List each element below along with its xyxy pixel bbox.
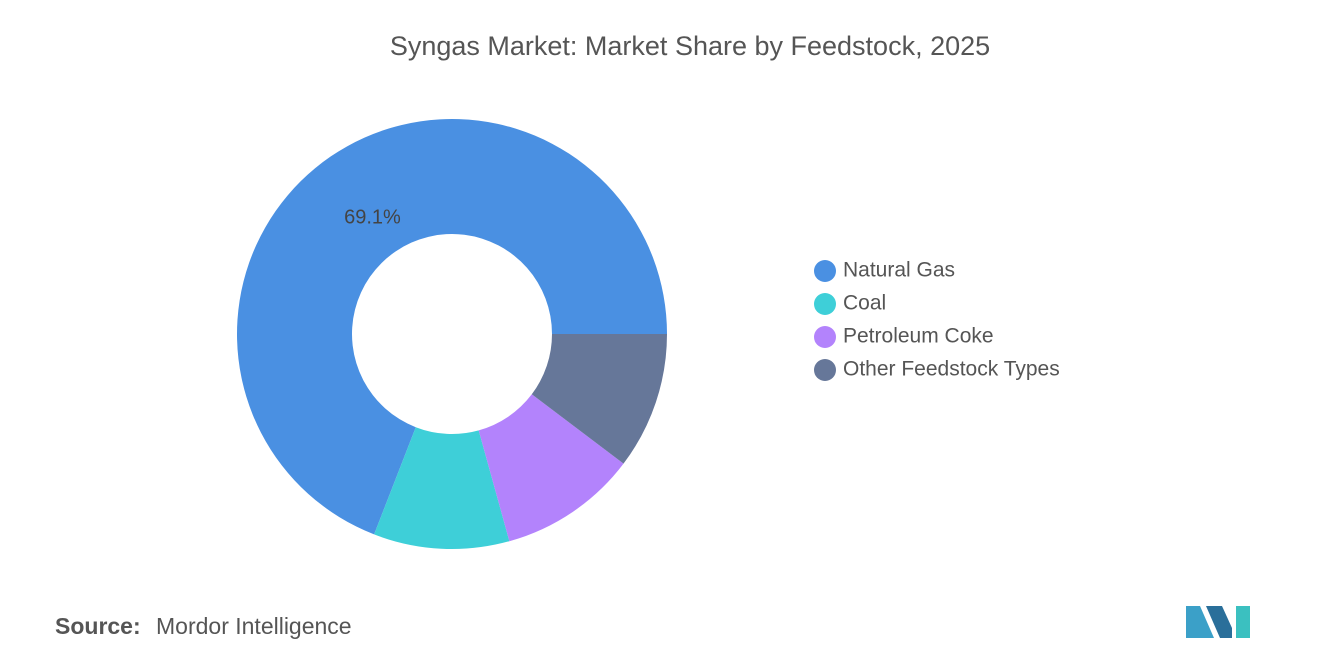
donut-slice — [374, 427, 510, 549]
legend-marker — [814, 293, 836, 315]
donut-slice — [478, 394, 624, 542]
logo-part — [1186, 606, 1214, 638]
legend-label: Coal — [843, 292, 886, 315]
legend-marker — [814, 359, 836, 381]
legend-label: Petroleum Coke — [843, 325, 994, 348]
logo-part — [1206, 606, 1232, 638]
legend-label: Natural Gas — [843, 259, 955, 282]
logo — [1186, 606, 1250, 638]
data-label: 69.1% — [344, 206, 401, 228]
legend-label: Other Feedstock Types — [843, 358, 1060, 381]
chart-title: Syngas Market: Market Share by Feedstock… — [390, 31, 990, 61]
source-label: Source: — [55, 613, 141, 639]
legend-marker — [814, 260, 836, 282]
legend-marker — [814, 326, 836, 348]
donut-slice — [531, 334, 667, 464]
logo-part — [1236, 606, 1250, 638]
source-name: Mordor Intelligence — [156, 613, 352, 639]
donut-slice — [236, 118, 668, 535]
